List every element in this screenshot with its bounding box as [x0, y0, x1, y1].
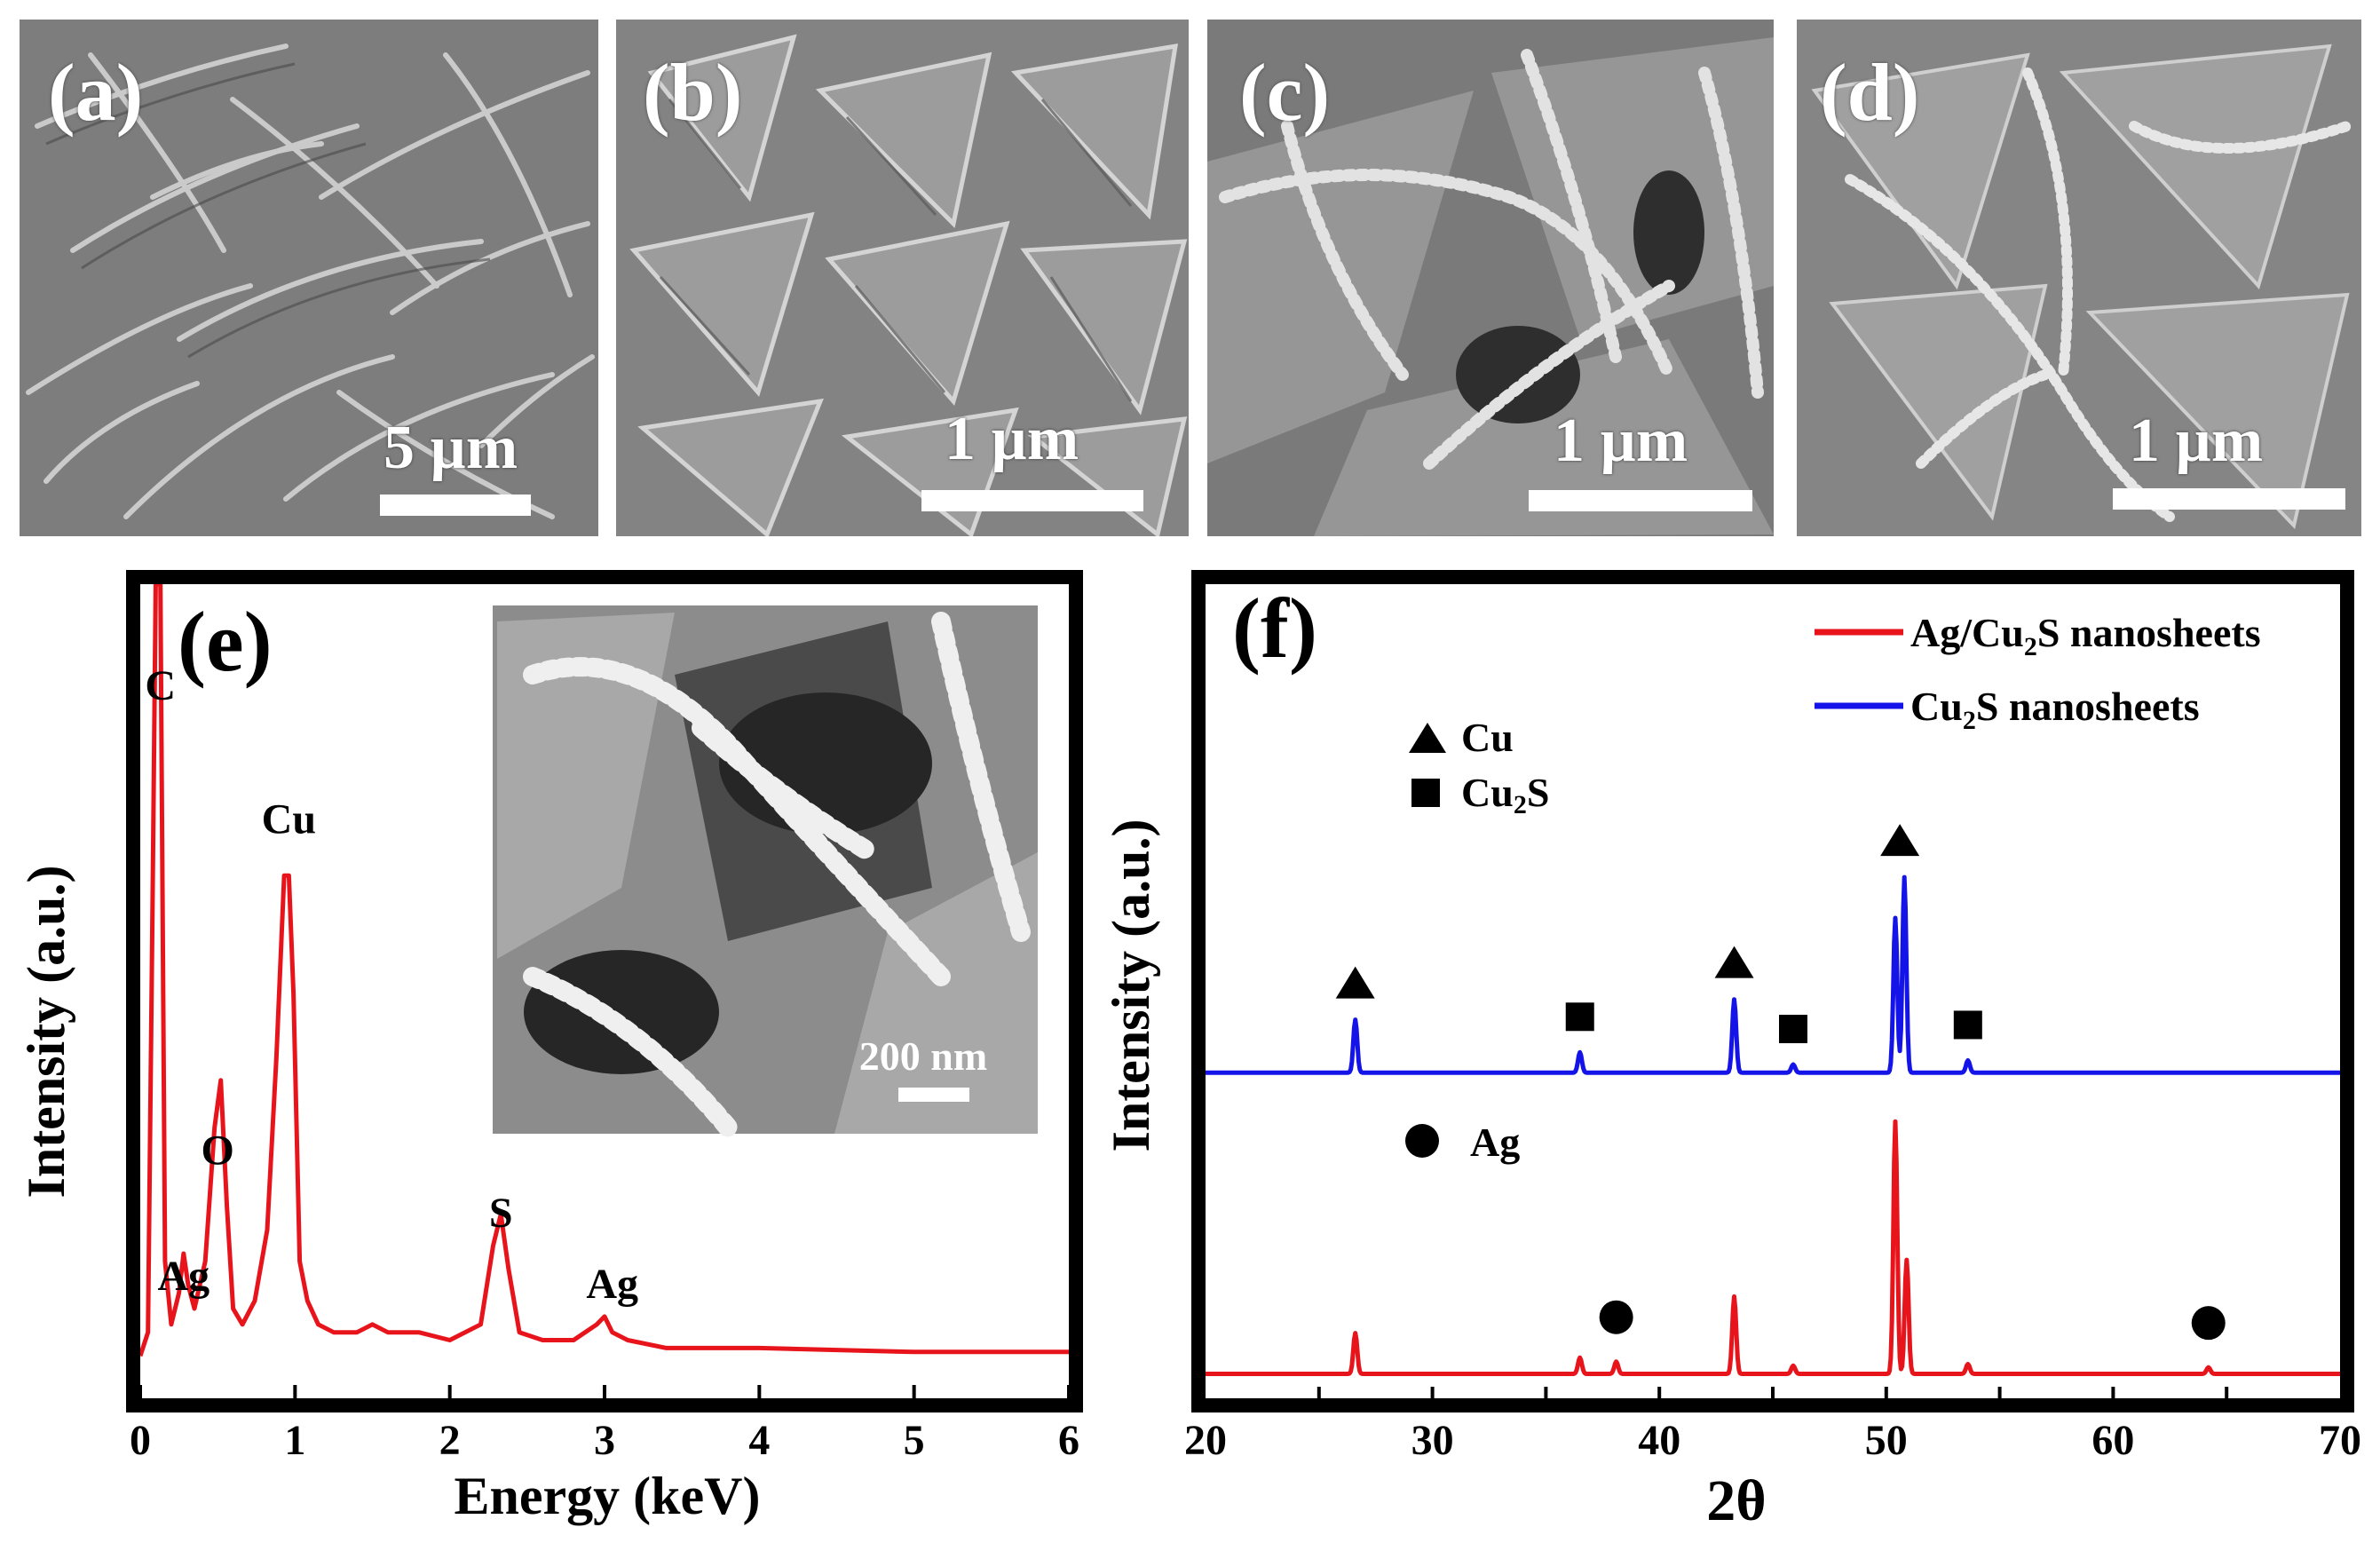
e-annotation: Cu — [262, 796, 316, 843]
e-inset-scale-bar — [898, 1088, 969, 1102]
e-annotation: C — [145, 662, 176, 709]
scale-bar-c — [1529, 490, 1752, 511]
f-xtick-label: 20 — [1184, 1417, 1227, 1464]
sem-texture-a — [20, 20, 598, 536]
e-xtick-label: 1 — [284, 1417, 305, 1464]
sem-image-b: (b) 1 µm — [616, 20, 1189, 536]
f-key-cu2s: Cu2S — [1461, 770, 1549, 819]
sem-image-a: (a) 5 µm — [20, 20, 598, 536]
e-annotation: Ag — [586, 1261, 638, 1308]
e-xtick-label: 4 — [748, 1417, 770, 1464]
e-xtick-label: 5 — [904, 1417, 925, 1464]
scale-label-c: 1 µm — [1554, 407, 1688, 475]
f-marker-square-icon — [1953, 1010, 1982, 1040]
f-ylabel: Intensity (a.u.) — [1102, 819, 1160, 1151]
f-panel-label: (f) — [1232, 581, 1317, 676]
scale-bar-a — [380, 495, 531, 516]
f-key-circle-icon — [1405, 1124, 1439, 1158]
f-legend-ag-cu2s: Ag/Cu2S nanosheets — [1910, 610, 2261, 661]
sem-texture-c — [1207, 20, 1774, 536]
e-xtick-label: 3 — [594, 1417, 615, 1464]
sem-texture-b — [616, 20, 1189, 536]
f-key-ag: Ag — [1470, 1120, 1520, 1165]
scale-label-b: 1 µm — [945, 405, 1079, 473]
e-xtick-label: 6 — [1058, 1417, 1079, 1464]
e-xtick-label: 2 — [439, 1417, 461, 1464]
f-key-square-icon — [1411, 779, 1440, 807]
f-xtick-label: 50 — [1865, 1417, 1908, 1464]
chart-e: Intensity (a.u.) Energy (keV) 0 1 2 3 4 5 6 C C… — [17, 570, 1083, 1525]
f-marker-triangle-icon — [1714, 946, 1754, 978]
e-annotation: S — [489, 1190, 513, 1237]
panel-label-b: (b) — [643, 47, 743, 138]
e-ylabel: Intensity (a.u.) — [17, 865, 75, 1198]
f-xlabel: 2θ — [1706, 1468, 1766, 1533]
e-plot-frame — [126, 570, 1083, 1412]
scale-bar-d — [2113, 488, 2345, 510]
scale-label-d: 1 µm — [2129, 407, 2264, 475]
e-xtick-label: 0 — [130, 1417, 151, 1464]
panel-label-a: (a) — [48, 47, 144, 138]
f-marker-square-icon — [1565, 1002, 1594, 1032]
f-xtick-label: 30 — [1411, 1417, 1454, 1464]
scale-bar-b — [921, 490, 1143, 511]
f-xtick-label: 60 — [2091, 1417, 2134, 1464]
f-series-line-ag-cu2s — [1204, 1119, 2342, 1376]
e-panel-label: (e) — [178, 594, 273, 689]
sem-image-d: (d) 1 µm — [1797, 20, 2361, 536]
f-marker-square-icon — [1779, 1015, 1808, 1044]
f-key-cu: Cu — [1461, 715, 1514, 760]
panel-label-c: (c) — [1239, 47, 1331, 138]
e-inset: 200 nm — [493, 605, 1038, 1137]
f-marker-circle-icon — [1599, 1300, 1633, 1334]
f-key-triangle-icon — [1409, 723, 1446, 753]
f-xtick-label: 40 — [1638, 1417, 1680, 1464]
f-legend-cu2s: Cu2S nanosheets — [1910, 684, 2200, 735]
scale-label-a: 5 µm — [383, 414, 518, 482]
f-marker-triangle-icon — [1335, 966, 1375, 999]
e-xlabel: Energy (keV) — [455, 1467, 761, 1525]
sem-texture-d — [1797, 20, 2361, 536]
e-inset-scale-label: 200 nm — [859, 1033, 987, 1079]
e-annotation: Ag — [157, 1253, 210, 1300]
chart-f: Intensity (a.u.) 2θ 20 30 40 50 60 70 Ag/Cu2S… — [1102, 570, 2361, 1533]
e-annotation: O — [201, 1127, 233, 1174]
f-xtick-label: 70 — [2319, 1417, 2361, 1464]
e-series-line — [138, 582, 1069, 1357]
sem-image-c: (c) 1 µm — [1207, 20, 1774, 536]
f-plot-frame — [1191, 570, 2354, 1412]
f-series-line-cu2s — [1204, 874, 2342, 1075]
f-marker-triangle-icon — [1880, 824, 1920, 857]
panel-label-d: (d) — [1820, 47, 1920, 138]
f-marker-circle-icon — [2191, 1306, 2226, 1341]
